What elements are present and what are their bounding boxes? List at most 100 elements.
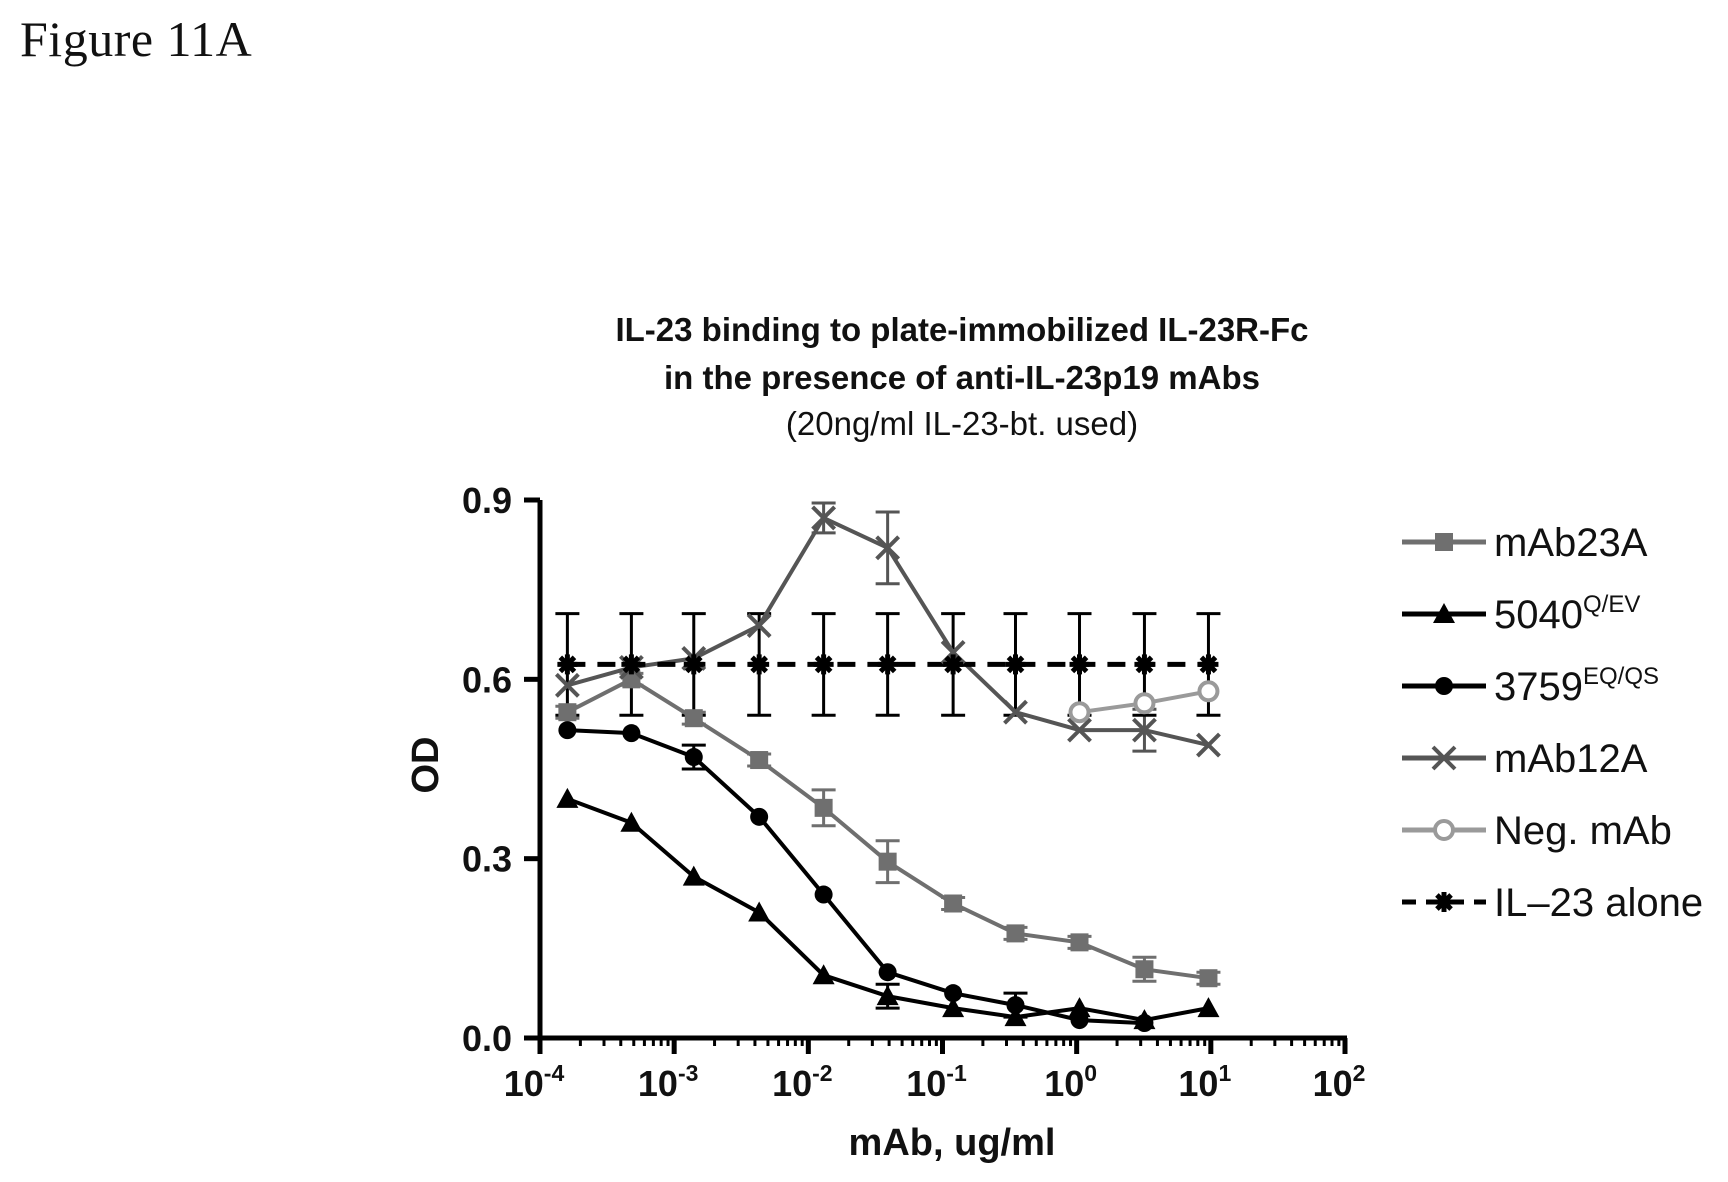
legend-marker [1435, 533, 1453, 551]
marker-x-stroke [1132, 717, 1157, 743]
series-1-point [1004, 1006, 1027, 1027]
marker-x-stroke [554, 672, 580, 698]
marker-star-stroke [750, 655, 768, 674]
series-4-point [1133, 692, 1156, 715]
series-0-point [558, 703, 577, 722]
marker-star-stroke [1006, 655, 1025, 674]
series-2-point [558, 721, 577, 740]
series-1-point [620, 811, 643, 832]
x-axis-label: mAb, ug/ml [849, 1122, 1056, 1164]
series-3-point [875, 535, 901, 561]
series-lines [566, 515, 1209, 1026]
series-3-point [746, 613, 772, 638]
x-tick-label: 101 [1178, 1060, 1231, 1104]
marker-x-stroke [1431, 745, 1457, 771]
series-3-point [1003, 699, 1028, 725]
series-0-point [684, 709, 703, 728]
marker-x-stroke [746, 613, 772, 638]
marker-x-stroke [1196, 732, 1221, 758]
marker-star-stroke [1435, 893, 1453, 911]
legend-marker [1435, 677, 1453, 695]
marker-star-stroke [1199, 655, 1218, 674]
series-markers [554, 505, 1221, 1033]
marker-star-stroke [622, 655, 641, 674]
legend: mAb23A 5040Q/EV 3759EQ/QS mAb12A Neg. mAb IL–… [1402, 521, 1703, 925]
series-2-point [750, 807, 769, 826]
series-1-point [1197, 997, 1220, 1018]
marker-star-stroke [684, 655, 703, 674]
series-2-point [684, 748, 703, 767]
marker-star-stroke [944, 655, 962, 674]
series-4-point [1197, 680, 1220, 703]
series-5-point [557, 654, 578, 675]
series-2-point [1135, 1014, 1154, 1033]
legend-marker [1433, 819, 1455, 841]
x-tick-label: 10-3 [638, 1060, 699, 1104]
series-1-point [748, 901, 771, 922]
x-tick-label: 100 [1044, 1060, 1097, 1104]
series-5-point [1134, 654, 1155, 675]
series-3-point [1196, 732, 1221, 758]
legend-label: Neg. mAb [1494, 809, 1672, 853]
axes: 0.0 0.3 0.6 0.9 10-4 10-3 10-2 10-1 100 101 102 [462, 480, 1365, 1104]
series-5-point [943, 654, 964, 675]
x-tick-label: 10-4 [504, 1060, 565, 1104]
marker-star-stroke [1135, 655, 1154, 674]
series-1-point [942, 997, 965, 1018]
series-0-point [1006, 924, 1025, 943]
x-tick-label: 102 [1313, 1060, 1366, 1104]
x-tick-label: 10-2 [772, 1060, 833, 1104]
series-2-point [1070, 1011, 1089, 1030]
chart-title-line1: IL-23 binding to plate-immobilized IL-23… [615, 311, 1308, 348]
series-1-point [682, 865, 705, 886]
series-0-point [1070, 933, 1089, 952]
marker-star-stroke [878, 655, 897, 674]
series-1-point [812, 964, 835, 985]
series-0-point [814, 798, 833, 817]
legend-label: IL–23 alone [1494, 881, 1703, 925]
series-2-point [814, 885, 833, 904]
x-tick-label: 10-1 [906, 1060, 967, 1104]
series-0-point [1199, 969, 1218, 988]
series-2-point [1006, 996, 1025, 1015]
series-5-point [1069, 654, 1090, 675]
marker-star-stroke [558, 655, 577, 674]
series-5-point [1005, 654, 1026, 675]
series-5-point [621, 654, 642, 675]
series-3-point [554, 672, 580, 698]
series-5-point [683, 654, 704, 675]
chart-title-line2: in the presence of anti-IL-23p19 mAbs [664, 359, 1260, 396]
error-bars [555, 501, 1221, 1019]
figure-label: Figure 11A [20, 11, 253, 67]
marker-x-stroke [1067, 717, 1092, 743]
series-1-point [876, 985, 899, 1006]
marker-x-stroke [875, 535, 901, 561]
legend-label: mAb12A [1494, 737, 1648, 781]
legend-marker [1431, 745, 1457, 771]
series-0-point [1135, 960, 1154, 979]
series-0-line [566, 677, 1209, 981]
series-2-point [878, 963, 897, 982]
legend-label: 5040Q/EV [1494, 591, 1640, 637]
y-axis-label: OD [405, 737, 447, 794]
legend-label: mAb23A [1494, 521, 1648, 565]
legend-marker [1434, 892, 1454, 912]
chart-subtitle: (20ng/ml IL-23-bt. used) [786, 405, 1138, 442]
series-5-point [749, 654, 770, 675]
y-tick-label: 0.0 [462, 1018, 512, 1059]
series-4-point [1068, 701, 1091, 724]
series-5-point [877, 654, 898, 675]
marker-star-stroke [1070, 655, 1089, 674]
marker-star-stroke [814, 655, 833, 674]
series-0-point [622, 670, 641, 689]
series-2-line [567, 728, 1145, 1026]
legend-label: 3759EQ/QS [1494, 663, 1659, 709]
series-1-point [1068, 997, 1091, 1018]
series-5-point [1198, 654, 1219, 675]
marker-x-stroke [1003, 699, 1028, 725]
series-2-point [944, 984, 963, 1003]
series-0-point [750, 751, 769, 770]
legend-marker [1433, 603, 1455, 623]
series-0-point [878, 852, 897, 871]
